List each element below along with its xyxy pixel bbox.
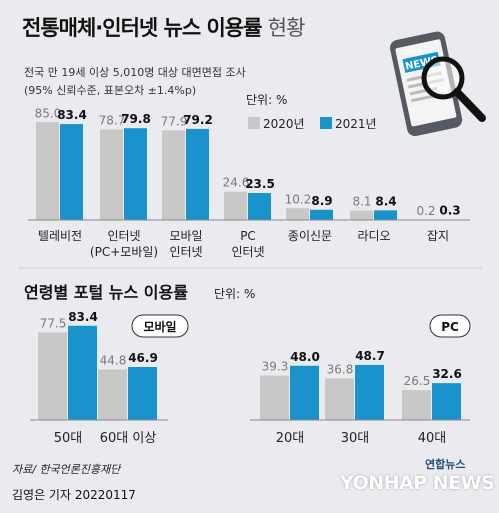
category-label: 인터넷	[231, 245, 264, 259]
legend-swatch-2020	[248, 117, 260, 129]
source-note: 자료/ 한국언론진흥재단	[12, 463, 121, 476]
category-label: PC	[240, 229, 256, 243]
panel-badge	[429, 314, 471, 338]
value-label: 26.5	[404, 374, 431, 388]
value-label: 46.9	[128, 351, 158, 365]
survey-margin: (95% 신뢰수준, 표본오차 ±1.4%p)	[24, 84, 197, 97]
value-label: 32.6	[432, 367, 462, 381]
category-label: 30대	[341, 431, 370, 446]
bar-PC-2021년-0	[290, 365, 319, 420]
value-label: 79.8	[121, 112, 151, 126]
bar-2020년-4	[286, 208, 309, 220]
category-label: (PC+모바일)	[90, 245, 158, 259]
value-label: 8.1	[352, 195, 371, 209]
value-label: 0.3	[439, 204, 460, 218]
category-label: 50대	[54, 431, 83, 446]
bar-2021년-4	[310, 209, 333, 220]
value-label: 48.7	[355, 349, 385, 363]
bar-PC-2021년-2	[432, 383, 461, 420]
category-label: 60대 이상	[100, 431, 157, 446]
value-label: 77.5	[40, 316, 67, 330]
bar-PC-2020년-1	[325, 378, 354, 420]
subchart-unit: 단위: %	[214, 287, 255, 301]
value-label: 83.4	[68, 310, 98, 324]
category-label: 종이신문	[288, 229, 332, 243]
category-label: 모바일	[169, 229, 202, 243]
bar-모바일-2021년-1	[128, 367, 157, 420]
panel-label: 모바일	[143, 319, 176, 334]
value-label: 23.5	[245, 177, 275, 191]
bar-2021년-1	[124, 128, 147, 220]
panel-label: PC	[441, 320, 459, 334]
value-label: 44.8	[100, 353, 127, 367]
value-label: 83.4	[57, 108, 87, 122]
value-label: 8.9	[311, 194, 332, 208]
category-label: 텔레비전	[38, 229, 82, 243]
agency-watermark: YONHAP NEWS	[340, 472, 495, 494]
bar-모바일-2020년-1	[98, 369, 127, 420]
bar-2020년-2	[162, 130, 185, 220]
value-label: 10.2	[285, 192, 312, 206]
bar-모바일-2021년-0	[68, 325, 97, 420]
value-label: 24.6	[223, 176, 250, 190]
bar-2020년-0	[36, 122, 59, 220]
bar-PC-2020년-0	[260, 375, 289, 420]
category-label: 20대	[276, 431, 305, 446]
bar-2021년-3	[248, 192, 271, 220]
legend-label-2021: 2021년	[335, 117, 377, 131]
bar-2021년-5	[374, 210, 397, 220]
value-label: 8.4	[375, 194, 396, 208]
value-label: 78.7	[99, 113, 126, 127]
unit-label: 단위: %	[246, 93, 287, 107]
legend-swatch-2021	[320, 117, 332, 129]
bar-2020년-3	[224, 191, 247, 220]
category-label: 인터넷	[107, 229, 140, 243]
bar-PC-2020년-2	[402, 390, 431, 420]
category-label: 40대	[418, 431, 447, 446]
category-label: 인터넷	[169, 245, 202, 259]
bar-2020년-1	[100, 129, 123, 220]
bar-PC-2021년-1	[355, 364, 384, 420]
value-label: 77.9	[161, 114, 188, 128]
bar-2020년-5	[350, 210, 373, 220]
value-label: 85.0	[35, 106, 62, 120]
panel-badge	[131, 314, 189, 338]
subchart-title: 연령별 포털 뉴스 이용률	[24, 283, 188, 302]
smartphone-with-magnifier-icon: NEWS	[390, 31, 486, 137]
value-label: 48.0	[290, 350, 320, 364]
bar-2021년-2	[186, 128, 209, 220]
chart-title: 전통매체·인터넷 뉴스 이용률 현황	[22, 16, 305, 40]
agency-name-kr: 연합뉴스	[425, 458, 466, 471]
survey-info: 전국 만 19세 이상 5,010명 대상 대면면접 조사	[24, 66, 246, 79]
category-label: 잡지	[427, 229, 449, 243]
value-label: 36.8	[327, 362, 354, 376]
category-label: 라디오	[357, 229, 390, 243]
value-label: 0.2	[416, 204, 435, 218]
value-label: 39.3	[262, 360, 289, 374]
value-label: 79.2	[183, 113, 213, 127]
bar-2021년-0	[60, 124, 83, 220]
bar-모바일-2020년-0	[38, 332, 67, 420]
legend-label-2020: 2020년	[263, 117, 305, 131]
reporter-credit: 김영은 기자 20220117	[12, 488, 136, 502]
